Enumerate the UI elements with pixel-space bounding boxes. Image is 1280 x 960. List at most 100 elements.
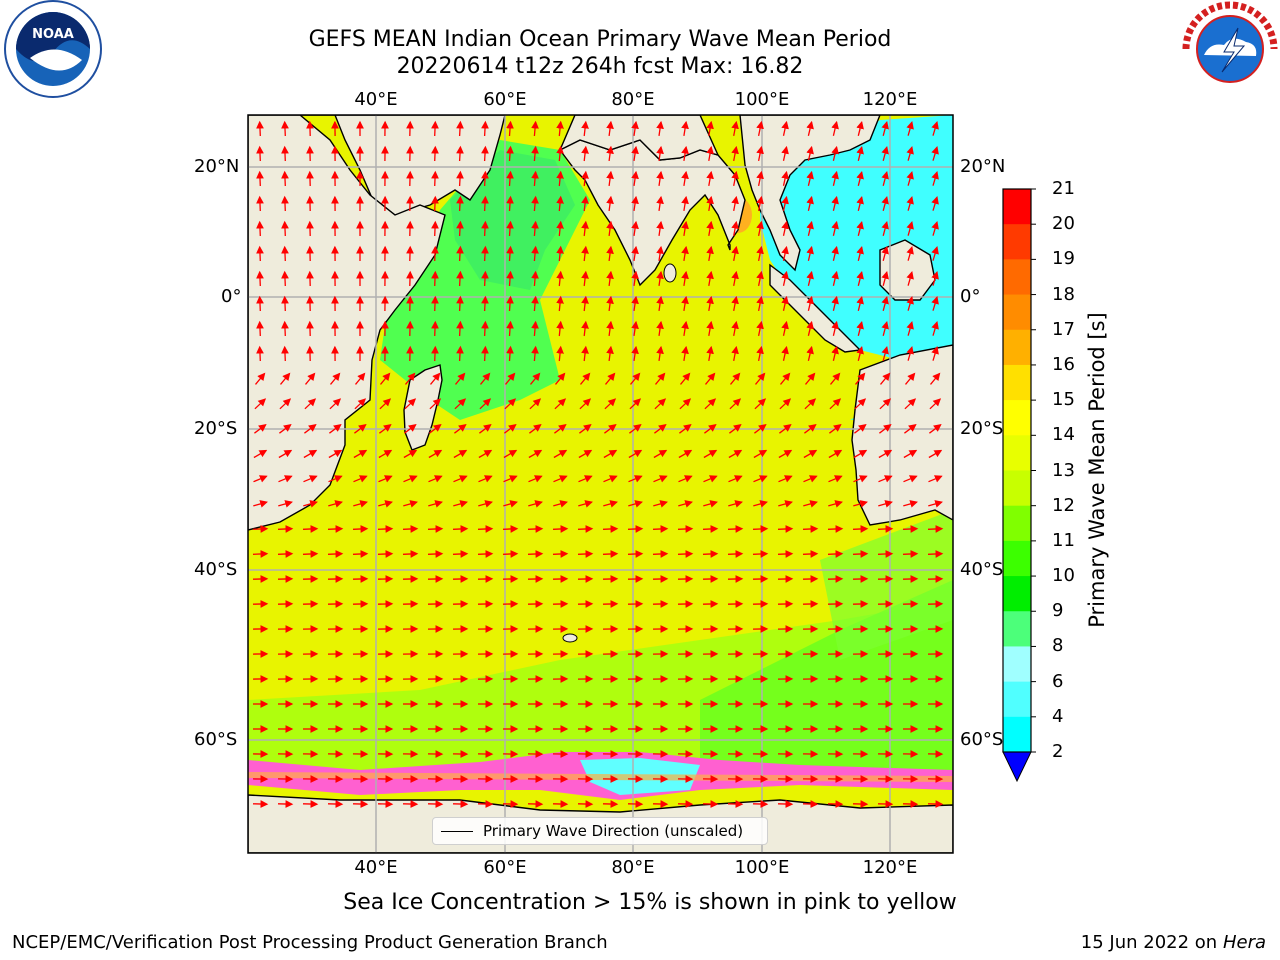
wave-arrow: [530, 372, 541, 385]
wave-arrow: [305, 372, 316, 385]
wave-arrow: [856, 345, 864, 361]
wave-arrow: [553, 500, 568, 508]
wave-arrow: [431, 270, 439, 287]
wave-arrow: [328, 475, 343, 483]
wave-arrow: [702, 550, 719, 558]
wave-arrow: [453, 449, 468, 459]
wave-arrow: [931, 146, 939, 161]
wave-arrow: [631, 320, 639, 336]
lat-label-right-40s: 40°S: [960, 559, 1004, 580]
wave-arrow: [681, 245, 689, 262]
wave-arrow: [453, 500, 468, 508]
wave-arrow: [677, 550, 694, 558]
wave-arrow: [577, 525, 594, 533]
wave-arrow: [328, 449, 343, 459]
wave-arrow: [655, 372, 666, 385]
wave-arrow: [731, 270, 739, 287]
wave-arrow: [481, 270, 489, 287]
wave-arrow: [931, 196, 939, 211]
wave-arrow: [529, 398, 542, 410]
wave-arrow: [731, 220, 739, 237]
lat-label-right-0: 0°: [960, 286, 981, 307]
wave-arrow: [478, 475, 493, 483]
wave-arrow: [253, 500, 268, 508]
wave-arrow: [581, 270, 589, 287]
wave-arrow: [828, 500, 843, 508]
wave-arrow: [481, 170, 489, 187]
wave-arrow: [403, 475, 418, 483]
wave-arrow: [403, 449, 418, 459]
colorbar-cell: [1003, 259, 1031, 296]
wave-arrow: [478, 500, 493, 508]
wave-arrow: [431, 170, 439, 187]
wave-arrow: [704, 424, 717, 434]
colorbar-cell: [1003, 540, 1031, 577]
wave-arrow: [881, 145, 889, 161]
wave-arrow: [752, 550, 769, 558]
wave-arrow: [679, 424, 692, 434]
wave-arrow: [731, 320, 739, 337]
wave-arrow: [802, 550, 819, 558]
wave-arrow: [806, 145, 814, 161]
wave-arrow: [702, 525, 719, 533]
wave-arrow: [903, 475, 918, 483]
wave-arrow: [528, 500, 543, 508]
wave-arrow: [656, 345, 664, 361]
wave-arrow: [606, 170, 614, 186]
wave-arrow: [453, 475, 468, 483]
lon-label-top-100e: 100°E: [734, 89, 790, 110]
wave-arrow: [452, 525, 469, 533]
wave-arrow: [578, 500, 593, 508]
wave-arrow: [256, 220, 264, 237]
wave-arrow: [506, 220, 514, 237]
wave-arrow: [881, 195, 889, 211]
wave-arrow: [906, 196, 914, 211]
wave-arrow: [279, 398, 292, 410]
lat-label-right-20s: 20°S: [960, 418, 1004, 439]
wave-arrow: [556, 270, 564, 287]
wave-arrow: [481, 120, 489, 137]
colorbar-cell: [1003, 400, 1031, 436]
wave-arrow: [428, 475, 443, 483]
wave-arrow: [829, 398, 842, 410]
wave-arrow: [578, 475, 593, 483]
colorbar-tick-label: 2: [1052, 741, 1064, 762]
wave-arrow: [553, 475, 568, 483]
wave-arrow: [502, 550, 519, 558]
colorbar-tick-label: 15: [1052, 389, 1075, 411]
wave-arrow: [706, 145, 714, 162]
wave-arrow: [477, 525, 494, 533]
wave-arrow: [281, 245, 289, 262]
wave-arrow: [931, 346, 939, 361]
wave-arrow: [654, 424, 667, 434]
wave-arrow: [431, 145, 439, 162]
wave-arrow: [631, 220, 639, 236]
lon-label-top-40e: 40°E: [354, 89, 398, 110]
wave-arrow: [728, 475, 743, 483]
wave-arrow: [856, 295, 864, 311]
wave-arrow: [378, 475, 393, 483]
wave-arrow: [506, 245, 514, 262]
wave-arrow: [579, 424, 592, 434]
wave-arrow: [281, 320, 289, 337]
wave-arrow: [531, 195, 539, 212]
wave-arrow: [731, 170, 739, 187]
wave-arrow: [581, 295, 589, 312]
wave-arrow: [330, 372, 341, 385]
colorbar-cell: [1003, 435, 1031, 471]
lat-label-left-0: 0°: [221, 286, 242, 307]
wave-arrow: [829, 424, 842, 434]
wave-arrow: [756, 320, 764, 337]
legend-line-icon: [441, 831, 473, 832]
wave-arrow: [631, 120, 639, 136]
wave-arrow: [481, 345, 489, 362]
wave-arrow: [756, 145, 764, 162]
wave-arrow: [377, 525, 394, 533]
wave-arrow: [854, 424, 867, 434]
wave-arrow: [277, 550, 294, 558]
wave-arrow: [481, 295, 489, 312]
wave-arrow: [879, 398, 892, 410]
wave-arrow: [431, 120, 439, 137]
footer-date: 15 Jun 2022 on Hera: [1081, 932, 1266, 953]
